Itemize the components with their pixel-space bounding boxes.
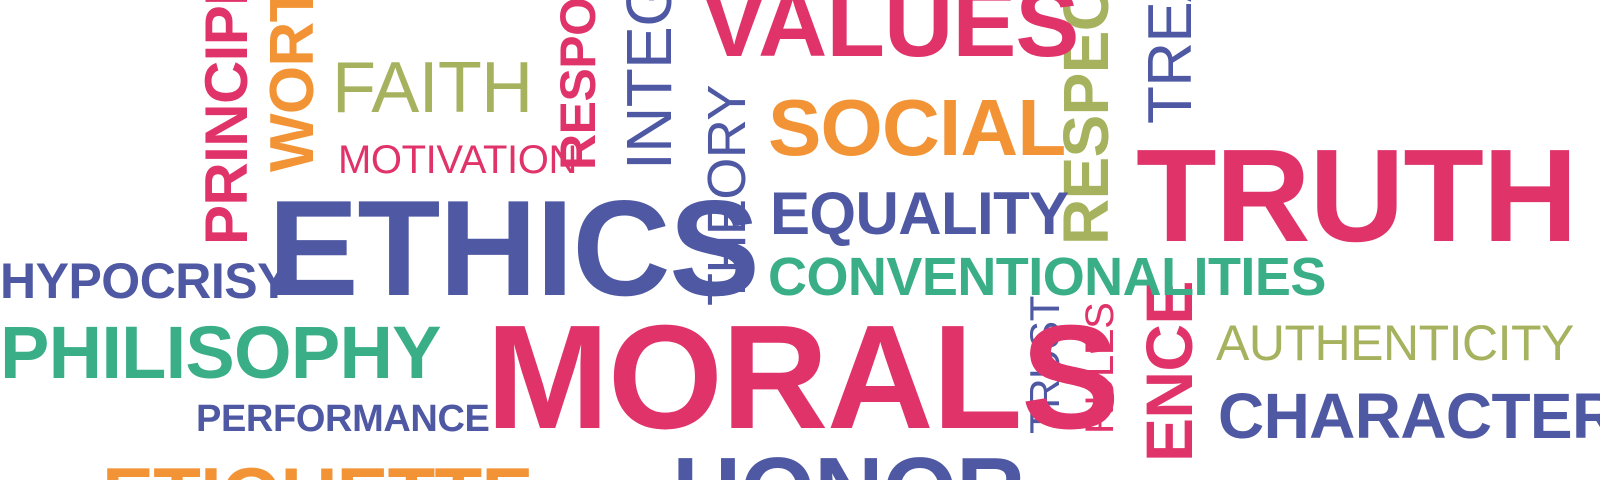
word-worth: WORTH <box>258 0 327 172</box>
word-treat: TREA <box>1136 0 1205 124</box>
word-character: CHARACTER <box>1218 380 1600 452</box>
word-faith: FAITH <box>332 48 533 128</box>
word-morals: MORALS <box>486 295 1120 460</box>
word-philisophy: PHILISOPHY <box>0 311 442 394</box>
word-conventionalities: CONVENTIONALITIES <box>768 247 1326 307</box>
word-motivation: MOTIVATION <box>338 138 577 182</box>
word-social: SOCIAL <box>768 83 1066 172</box>
word-performance: PERFORMANCE <box>196 398 490 440</box>
word-equality: EQUALITY <box>770 180 1069 247</box>
word-ence: ENCE <box>1132 281 1206 462</box>
word-honor: HONOR <box>672 444 1025 480</box>
word-ethics: ETHICS <box>268 172 760 324</box>
word-integrity: INTEGI <box>613 0 685 170</box>
word-principles: PRINCIPLE <box>193 0 260 245</box>
word-truth: TRUTH <box>1136 122 1578 269</box>
word-hypocrisy: HYPOCRISY <box>0 253 291 309</box>
word-authenticity: AUTHENTICITY <box>1216 315 1574 371</box>
word-values: VALUES <box>702 0 1079 77</box>
word-etiquette: ETIQUETTE <box>102 456 533 480</box>
